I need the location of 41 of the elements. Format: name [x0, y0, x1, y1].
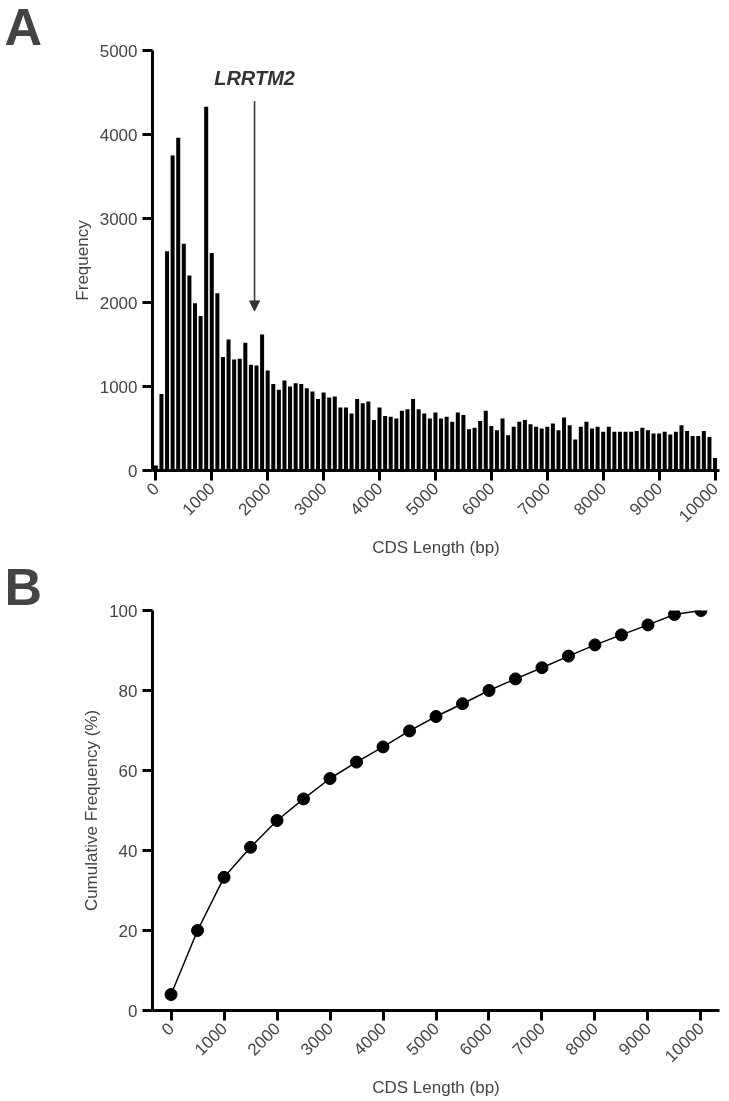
point: [667, 610, 681, 621]
text: B: [4, 557, 43, 616]
y-tick-label: 5000: [99, 41, 138, 61]
point: [376, 740, 390, 754]
y-tick-label: 80: [118, 681, 138, 701]
y-tick-label: 20: [118, 921, 138, 941]
point: [429, 710, 443, 723]
y-tick-label: 60: [118, 761, 138, 781]
y-tick-label: 100: [109, 601, 138, 621]
point: [217, 870, 231, 884]
point: [270, 814, 284, 827]
y-tick-label: 3000: [99, 209, 138, 229]
point: [482, 684, 496, 697]
x-tick-label: 0: [142, 479, 163, 500]
point: [588, 638, 602, 652]
y-tick-label: 0: [128, 461, 138, 481]
text: A: [4, 0, 43, 56]
point: [164, 988, 178, 1001]
y-tick-label: 0: [128, 1001, 138, 1021]
x-axis-title: CDS Length (bp): [372, 1078, 500, 1098]
y-axis-title: Cumulative Frequency (%): [82, 709, 102, 912]
y-tick-label: 1000: [99, 377, 138, 397]
point: [641, 618, 655, 632]
x-axis-title: CDS Length (bp): [372, 538, 500, 558]
y-tick-label: 40: [118, 841, 138, 861]
y-tick-label: 2000: [99, 293, 138, 313]
point: [535, 661, 549, 675]
point: [323, 772, 337, 785]
y-tick-label: 4000: [99, 125, 138, 145]
point: [614, 628, 628, 642]
point: [403, 724, 416, 738]
x-tick-label: 0: [158, 1019, 179, 1040]
point: [191, 924, 205, 937]
annotation: LRRTM2: [214, 66, 295, 89]
point: [297, 792, 311, 806]
point: [508, 672, 522, 686]
point: [561, 649, 575, 663]
point: [350, 755, 364, 769]
point: [244, 840, 258, 854]
point: [456, 697, 469, 711]
y-axis-title: Frequency: [72, 219, 92, 301]
